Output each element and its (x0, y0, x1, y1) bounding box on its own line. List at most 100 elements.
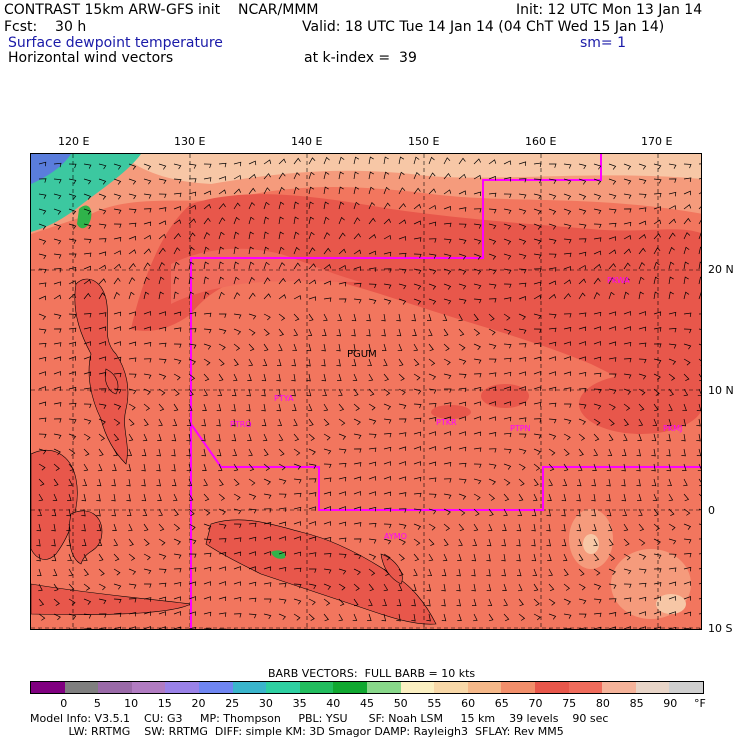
wind-barb (426, 613, 431, 622)
wind-barb (473, 358, 482, 364)
wind-barb (533, 281, 542, 287)
wind-barb (173, 581, 182, 587)
wind-barb (232, 448, 238, 457)
wind-barb (98, 193, 107, 200)
wind-barb (413, 298, 422, 305)
wind-barb (353, 249, 362, 255)
wind-barb (548, 280, 557, 286)
wind-barb (488, 478, 496, 486)
wind-barb (562, 478, 568, 487)
wind-barb (293, 448, 301, 456)
wind-barb (81, 493, 87, 502)
wind-barb (263, 231, 269, 240)
wind-barb (548, 386, 557, 392)
wind-barb (323, 403, 329, 412)
model-info-line1: Model Info: V3.5.1 CU: G3 MP: Thompson P… (30, 712, 609, 725)
wind-barb (203, 261, 209, 270)
wind-barb (638, 373, 647, 380)
wind-barb (428, 172, 436, 180)
wind-barb (607, 523, 613, 532)
wind-barb (68, 280, 77, 285)
wind-barb (231, 433, 237, 442)
wind-barb (593, 448, 599, 457)
wind-barb (488, 268, 497, 275)
wind-barb (53, 463, 60, 471)
wind-barb (683, 493, 690, 502)
wind-barb (383, 251, 392, 257)
wind-barb (533, 268, 542, 273)
colorbar-tick: 20 (191, 697, 206, 710)
wind-barb (113, 553, 120, 562)
wind-barb (621, 493, 627, 502)
wind-barb (428, 508, 437, 515)
wind-barb (218, 552, 227, 557)
wind-barb (98, 163, 107, 170)
wind-barb (128, 357, 137, 362)
field-name: Surface dewpoint temperature (8, 35, 223, 51)
wind-barb (293, 201, 299, 210)
wind-barb (383, 298, 392, 305)
wind-barb (458, 253, 467, 260)
wind-barb (563, 568, 569, 577)
wind-barb (368, 553, 377, 560)
wind-barb (368, 156, 374, 165)
colorbar (30, 681, 704, 694)
wind-barb (202, 463, 207, 471)
wind-barb (216, 448, 222, 457)
wind-barb (188, 388, 194, 397)
forecast-hour: Fcst: 30 h (4, 19, 87, 35)
wind-barb (234, 628, 237, 629)
wind-barb (81, 538, 87, 547)
wind-barb (623, 538, 630, 547)
wind-barb (503, 193, 512, 199)
wind-barb (68, 293, 77, 300)
pale-patch-4 (656, 594, 686, 614)
wind-barb (83, 163, 92, 169)
wind-barb (383, 568, 390, 577)
wind-barb (322, 388, 327, 397)
wind-barb (83, 238, 92, 244)
wind-barb (428, 493, 437, 499)
wind-barb (563, 418, 572, 425)
wind-barb (186, 448, 191, 457)
wind-barb (218, 328, 227, 335)
wind-barb (293, 418, 298, 427)
wind-barb (188, 538, 197, 545)
wind-barb (309, 628, 310, 629)
moist-band-inner (171, 248, 361, 304)
wind-barb (68, 583, 75, 592)
wind-barb (201, 448, 206, 457)
wind-barb (698, 232, 701, 240)
wind-barb (68, 613, 77, 620)
wind-barb (458, 268, 467, 275)
wind-barb (98, 372, 107, 377)
wind-barb (113, 326, 121, 331)
wind-barb (533, 583, 539, 592)
wind-barb (428, 358, 436, 366)
wind-barb (458, 478, 467, 484)
wind-barb (411, 598, 416, 607)
wind-barb (188, 567, 197, 572)
wind-barb (458, 283, 467, 290)
colorbar-tick: 0 (60, 697, 68, 710)
wind-barb (98, 356, 107, 361)
wind-barb (473, 313, 479, 322)
wind-barb (263, 313, 271, 321)
wind-barb (443, 268, 452, 275)
wind-barb (187, 403, 193, 412)
wind-barb (128, 235, 137, 241)
wind-barb (308, 186, 315, 195)
wind-barb (668, 343, 677, 349)
wind-barb (651, 478, 657, 487)
wind-barb (188, 246, 195, 255)
wind-barb (591, 508, 596, 517)
wind-barb (143, 568, 152, 575)
wind-barb (293, 598, 302, 605)
colorbar-swatch (232, 682, 267, 693)
wind-barb (398, 156, 405, 165)
wind-barb (188, 163, 197, 169)
wind-barb (441, 583, 446, 592)
wind-barb (608, 388, 617, 395)
wind-barb (278, 172, 286, 180)
wind-barb (441, 598, 446, 607)
